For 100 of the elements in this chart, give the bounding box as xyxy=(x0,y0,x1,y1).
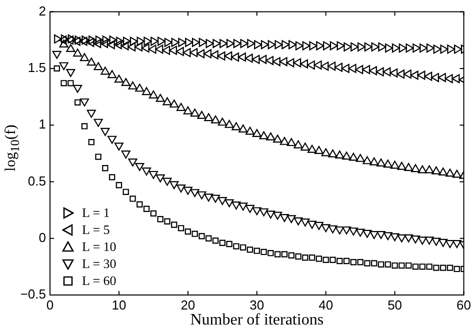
point xyxy=(300,218,310,227)
point xyxy=(60,80,67,86)
legend-label: L = 30 xyxy=(82,255,116,272)
point xyxy=(183,186,192,195)
point xyxy=(170,100,179,108)
point xyxy=(376,230,386,239)
legend-label: L = 5 xyxy=(82,221,110,238)
point xyxy=(109,36,118,45)
point xyxy=(162,46,170,55)
x-tick-label: 30 xyxy=(250,297,264,312)
point xyxy=(68,34,76,44)
point xyxy=(452,74,460,84)
point xyxy=(219,240,226,246)
point xyxy=(224,120,234,128)
point xyxy=(321,148,330,156)
point xyxy=(440,264,446,271)
point xyxy=(170,181,179,190)
point xyxy=(81,123,88,130)
point xyxy=(330,41,338,50)
point xyxy=(452,170,462,178)
x-tick-label: 60 xyxy=(456,297,472,312)
y-tick-label: 0.5 xyxy=(28,173,46,188)
point xyxy=(454,266,460,272)
point xyxy=(398,262,405,269)
point xyxy=(226,240,232,248)
point xyxy=(286,138,296,146)
point xyxy=(232,122,241,130)
point xyxy=(121,150,130,159)
point xyxy=(362,156,372,164)
point xyxy=(135,163,144,172)
point xyxy=(162,178,172,186)
x-tick-label: 10 xyxy=(112,297,126,312)
point xyxy=(342,152,352,160)
point xyxy=(185,38,194,47)
point xyxy=(266,210,276,219)
point xyxy=(240,38,248,48)
point xyxy=(244,54,253,63)
point xyxy=(218,118,227,126)
point xyxy=(420,44,428,53)
point xyxy=(335,226,344,234)
point xyxy=(404,162,414,171)
point xyxy=(108,70,117,78)
point xyxy=(396,70,405,79)
point xyxy=(350,42,359,52)
point xyxy=(390,160,400,169)
point xyxy=(433,264,440,271)
point xyxy=(210,115,220,124)
point xyxy=(343,258,350,264)
point xyxy=(66,36,74,45)
point xyxy=(142,168,152,176)
point xyxy=(392,44,400,53)
point xyxy=(245,126,255,135)
point xyxy=(102,36,110,45)
point xyxy=(390,233,400,242)
point xyxy=(410,236,420,244)
point xyxy=(438,168,448,176)
point xyxy=(143,206,150,212)
point xyxy=(260,248,267,256)
point xyxy=(162,97,172,106)
point xyxy=(82,36,90,45)
point xyxy=(108,136,117,144)
point xyxy=(54,34,62,44)
point xyxy=(135,84,144,92)
point xyxy=(247,38,256,48)
point xyxy=(192,38,200,47)
point xyxy=(136,36,145,46)
point xyxy=(72,36,80,46)
point xyxy=(433,44,442,54)
point xyxy=(406,44,414,53)
legend-label: L = 10 xyxy=(82,238,116,255)
point xyxy=(100,66,110,75)
point xyxy=(58,36,67,45)
point xyxy=(368,66,377,76)
point xyxy=(121,78,130,86)
point xyxy=(240,244,246,251)
point xyxy=(150,210,157,217)
point xyxy=(171,38,180,47)
point xyxy=(335,150,344,159)
point xyxy=(419,264,426,270)
point xyxy=(309,41,318,50)
point xyxy=(356,228,365,237)
point xyxy=(259,131,268,140)
point xyxy=(232,202,241,210)
point xyxy=(328,149,338,158)
point xyxy=(288,40,297,50)
point xyxy=(438,238,448,247)
point xyxy=(254,248,260,254)
point xyxy=(383,232,392,240)
y-tick-label: 1.5 xyxy=(28,60,46,76)
point xyxy=(142,87,152,96)
point xyxy=(371,260,378,266)
point xyxy=(300,142,310,151)
point xyxy=(424,236,434,245)
point xyxy=(204,113,214,122)
point xyxy=(282,40,290,50)
point xyxy=(320,62,329,71)
point xyxy=(217,51,226,61)
point xyxy=(445,240,455,248)
point xyxy=(336,258,343,264)
point xyxy=(150,36,159,46)
